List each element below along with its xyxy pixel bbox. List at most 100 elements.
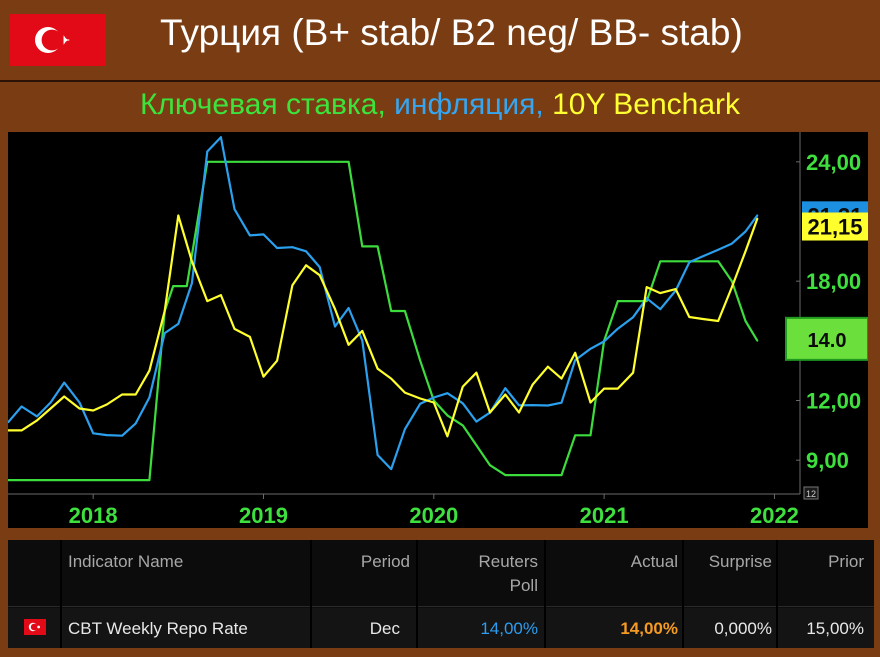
y-tick-label: 9,00 [806, 448, 849, 473]
data-point-bond10y [702, 318, 704, 320]
data-point-bond10y [616, 387, 619, 390]
header-surprise-label: Surprise [708, 552, 772, 571]
data-point-bond10y [305, 264, 307, 267]
data-point-bond10y [390, 377, 393, 380]
header-period-label: Period [360, 552, 410, 571]
data-point-rate [717, 260, 720, 263]
data-point-bond10y [475, 371, 478, 374]
data-point-rate [616, 300, 619, 302]
data-point-inflation [419, 402, 422, 405]
chart-subtitle: Ключевая ставка, инфляция, 10Y Benchark [0, 88, 880, 122]
data-point-rate [632, 300, 634, 302]
data-point-inflation [531, 404, 534, 406]
data-point-bond10y [361, 330, 364, 332]
header-indicator-label: Indicator Name [68, 552, 184, 571]
cell-surprise: 0,000% [714, 619, 772, 638]
data-point-bond10y [220, 294, 222, 296]
data-point-inflation [305, 250, 307, 253]
data-point-inflation [404, 428, 406, 431]
data-point-inflation [390, 468, 393, 470]
data-point-rate [659, 260, 662, 263]
header-period: Period [316, 540, 410, 604]
x-tick-label: 2018 [69, 503, 118, 528]
data-point-bond10y [688, 316, 691, 318]
header-prior-label: Prior [828, 552, 864, 571]
data-point-inflation [446, 392, 449, 395]
data-point-inflation [574, 359, 577, 361]
header-poll-line1: Reuters [478, 552, 538, 571]
series-line-inflation [7, 136, 759, 471]
data-point-bond10y [276, 359, 278, 362]
data-point-bond10y [121, 393, 123, 396]
column-separator [682, 540, 684, 648]
data-point-inflation [702, 255, 704, 258]
data-point-inflation [163, 332, 166, 334]
header-poll-line2: Poll [509, 576, 538, 595]
data-point-inflation [717, 248, 720, 251]
data-point-rate [376, 245, 379, 248]
data-point-bond10y [249, 336, 251, 338]
data-point-rate [49, 479, 52, 481]
data-point-bond10y [674, 288, 677, 290]
data-point-bond10y [334, 308, 336, 310]
table-divider [8, 606, 874, 607]
data-point-bond10y [233, 328, 236, 330]
x-tick-label: 2019 [239, 503, 288, 528]
data-point-rate [574, 434, 577, 437]
header-prior: Prior [780, 540, 864, 604]
data-point-rate [674, 260, 677, 263]
data-point-bond10y [134, 393, 137, 396]
data-point-rate [419, 359, 422, 362]
data-point-bond10y [461, 385, 464, 388]
data-point-inflation [589, 347, 592, 350]
header-indicator: Indicator Name [68, 540, 308, 604]
data-point-bond10y [489, 411, 491, 414]
data-point-bond10y [404, 391, 406, 394]
data-point-rate [347, 160, 350, 163]
data-point-inflation [206, 150, 209, 153]
data-point-rate [185, 285, 188, 287]
data-point-bond10y [632, 371, 634, 374]
economic-indicator-table: Indicator Name Period Reuters Poll Actua… [8, 540, 874, 648]
data-point-inflation [756, 214, 759, 217]
data-point-bond10y [105, 403, 108, 406]
column-separator [776, 540, 778, 648]
subtitle-inflation: инфляция, [394, 88, 544, 121]
y-tick-label: 18,00 [806, 269, 861, 294]
data-point-rate [531, 474, 534, 476]
turkey-flag-icon [24, 619, 46, 635]
data-point-bond10y [191, 260, 193, 263]
data-point-bond10y [419, 397, 422, 400]
bond-last-label: 21,15 [807, 215, 862, 240]
data-point-bond10y [36, 419, 38, 422]
data-point-bond10y [446, 435, 449, 438]
data-point-inflation [63, 381, 66, 384]
header-actual-label: Actual [630, 552, 678, 571]
data-point-rate [489, 464, 491, 467]
cell-actual: 14,00% [620, 619, 678, 638]
data-point-bond10y [78, 407, 81, 410]
data-point-rate [702, 260, 704, 263]
data-point-bond10y [163, 310, 166, 312]
data-point-inflation [7, 421, 9, 424]
data-point-inflation [347, 307, 350, 309]
cell-poll: 14,00% [480, 619, 538, 638]
column-separator [544, 540, 546, 648]
data-point-rate [731, 280, 733, 283]
data-point-rate [92, 479, 95, 481]
table-row[interactable] [8, 608, 874, 648]
data-point-rate [744, 320, 747, 322]
data-point-inflation [731, 242, 733, 245]
data-point-rate [148, 479, 151, 481]
cell-period: Dec [369, 619, 400, 638]
data-point-inflation [276, 247, 278, 249]
data-point-bond10y [574, 351, 577, 354]
data-point-bond10y [504, 393, 507, 396]
data-point-inflation [603, 340, 605, 343]
data-point-bond10y [756, 217, 759, 220]
data-point-inflation [475, 420, 478, 423]
data-point-rate [461, 424, 464, 427]
data-point-inflation [318, 266, 321, 268]
data-point-inflation [547, 404, 549, 407]
data-point-rate [547, 474, 549, 476]
